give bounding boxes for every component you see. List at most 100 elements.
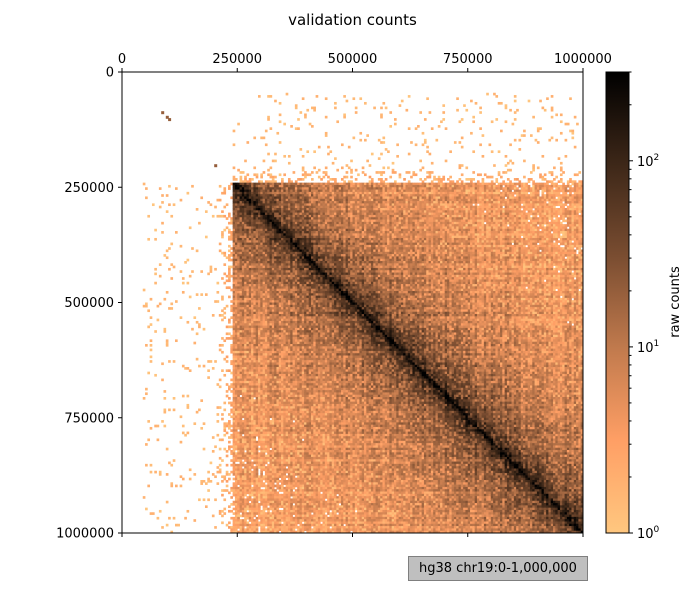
heatmap-cell [276,330,279,333]
heatmap-cell [267,344,270,347]
heatmap-cell [270,432,273,435]
heatmap-cell [293,351,296,354]
heatmap-cell [244,293,247,296]
heatmap-cell [233,194,236,197]
heatmap-cell [154,268,157,271]
heatmap-cell [237,346,240,349]
heatmap-cell [265,512,268,515]
heatmap-cell [281,190,284,193]
heatmap-cell [286,233,289,236]
heatmap-cell [235,367,238,370]
heatmap-cell [157,425,160,428]
heatmap-cell [270,503,273,506]
heatmap-cell [226,369,229,372]
heatmap-cell [251,300,254,303]
heatmap-cell [288,206,291,209]
heatmap-cell [283,399,286,402]
heatmap-cell [283,268,286,271]
heatmap-cell [272,365,275,368]
heatmap-cell [295,330,298,333]
heatmap-cell [233,478,236,481]
heatmap-cell [253,291,256,294]
heatmap-cell [283,155,286,158]
heatmap-cell [260,277,263,280]
heatmap-cell [251,445,254,448]
heatmap-cell [235,439,238,442]
heatmap-cell [223,448,226,451]
heatmap-cell [240,284,243,287]
heatmap-cell [244,296,247,299]
heatmap-cell [233,203,236,206]
heatmap-cell [260,360,263,363]
heatmap-cell [265,231,268,234]
heatmap-cell [244,524,247,527]
heatmap-cell [267,185,270,188]
heatmap-cell [233,298,236,301]
heatmap-cell [260,427,263,430]
heatmap-cell [244,448,247,451]
heatmap-cell [283,512,286,515]
heatmap-cell [283,192,286,195]
heatmap-cell [288,309,291,312]
heatmap-cell [253,526,256,529]
heatmap-cell [263,215,266,218]
heatmap-cell [286,517,289,520]
heatmap-cell [242,203,245,206]
heatmap-cell [267,512,270,515]
heatmap-cell [244,473,247,476]
heatmap-cell [253,192,256,195]
heatmap-cell [299,367,302,370]
heatmap-cell [279,455,282,458]
heatmap-cell [244,492,247,495]
heatmap-cell [253,185,256,188]
heatmap-cell [267,270,270,273]
heatmap-cell [230,247,233,250]
heatmap-cell [290,187,293,190]
heatmap-cell [235,210,238,213]
heatmap-cell [274,335,277,338]
heatmap-cell [281,293,284,296]
heatmap-cell [274,270,277,273]
heatmap-cell [251,344,254,347]
heatmap-cell [276,185,279,188]
heatmap-cell [286,217,289,220]
heatmap-cell [244,206,247,209]
heatmap-cell [184,517,187,520]
heatmap-cell [263,459,266,462]
heatmap-cell [276,388,279,391]
heatmap-cell [299,432,302,435]
heatmap-cell [258,503,261,506]
heatmap-cell [203,480,206,483]
heatmap-cell [274,183,277,186]
heatmap-cell [267,268,270,271]
heatmap-cell [290,125,293,128]
heatmap-cell [265,422,268,425]
heatmap-cell [260,305,263,308]
heatmap-cell [235,185,238,188]
heatmap-cell [246,464,249,467]
heatmap-cell [265,436,268,439]
heatmap-cell [260,176,263,179]
heatmap-cell [279,217,282,220]
heatmap-cell [286,411,289,414]
heatmap-cell [276,293,279,296]
heatmap-cell [249,226,252,229]
heatmap-cell [299,217,302,220]
heatmap-cell [260,441,263,444]
heatmap-cell [299,356,302,359]
heatmap-cell [230,305,233,308]
heatmap-cell [246,173,249,176]
heatmap-cell [272,404,275,407]
heatmap-cell [283,498,286,501]
heatmap-cell [237,381,240,384]
heatmap-cell [249,392,252,395]
heatmap-cell [193,519,196,522]
heatmap-cell [237,524,240,527]
heatmap-cell [237,445,240,448]
heatmap-cell [293,245,296,248]
heatmap-cell [196,208,199,211]
heatmap-cell [147,439,150,442]
heatmap-cell [283,303,286,306]
heatmap-cell [293,296,296,299]
heatmap-cell [235,215,238,218]
